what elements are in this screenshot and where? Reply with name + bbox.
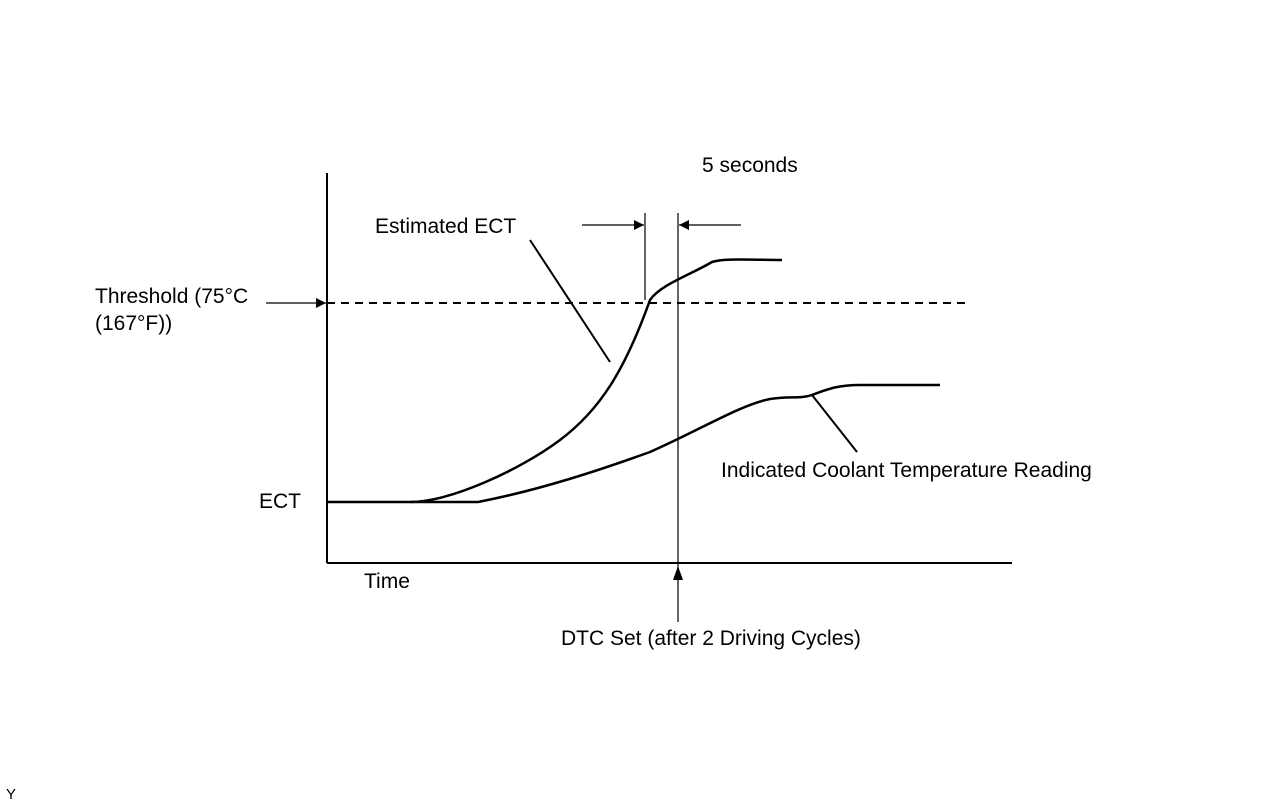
ect-axis-label: ECT — [259, 490, 301, 513]
corner-mark: Y — [6, 786, 16, 803]
estimated-ect-leader — [529, 239, 611, 363]
interval-label: 5 seconds — [702, 154, 798, 177]
indicated-coolant-temperature-curve — [410, 383, 940, 504]
estimated-ect-curve — [327, 258, 783, 504]
dtc-set-label: DTC Set (after 2 Driving Cycles) — [561, 627, 861, 650]
indicated-reading-leader — [811, 394, 858, 453]
threshold-label-line1: Threshold (75°C — [95, 285, 248, 308]
dtc-set-arrowhead — [673, 566, 683, 580]
estimated-ect-label: Estimated ECT — [375, 215, 516, 238]
time-axis-label: Time — [364, 570, 410, 593]
indicated-reading-label: Indicated Coolant Temperature Reading — [721, 459, 1092, 482]
threshold-label-line2: (167°F)) — [95, 312, 172, 335]
